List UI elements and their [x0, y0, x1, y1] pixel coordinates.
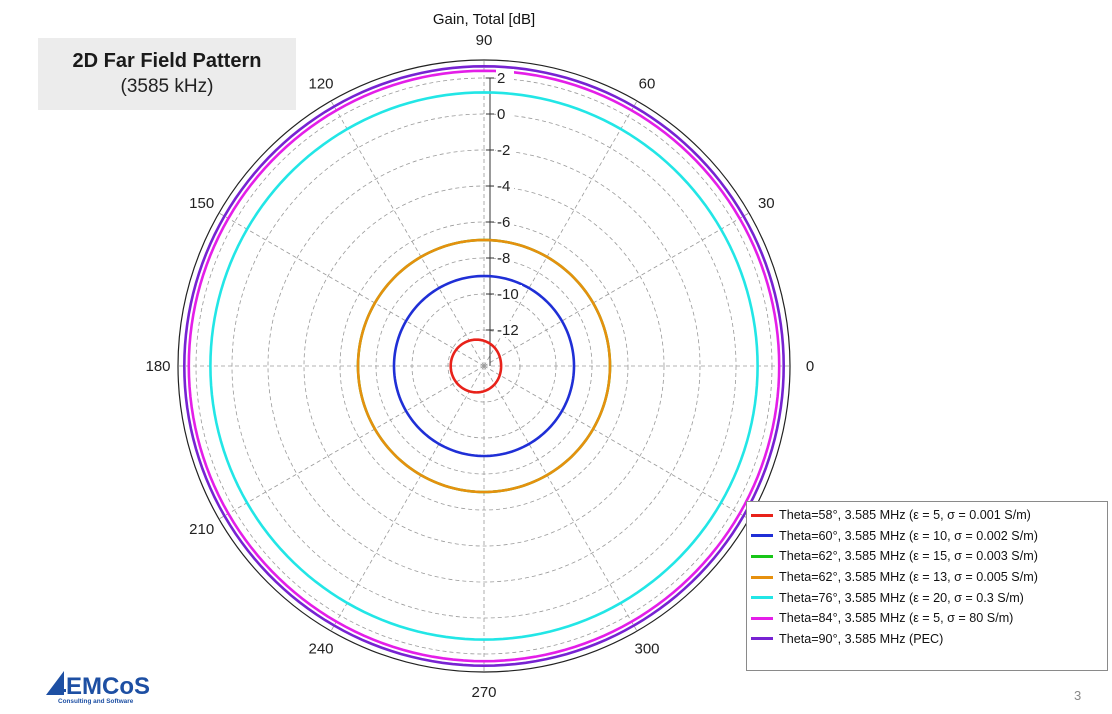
angle-tick-label: 0 — [806, 358, 814, 375]
grid-ring — [339, 221, 629, 511]
grid-spoke — [218, 212, 485, 367]
grid-ring — [303, 185, 665, 547]
radial-tick-label: 2 — [497, 70, 505, 87]
legend-item: Theta=84°, 3.585 MHz (ε = 5, σ = 80 S/m) — [751, 608, 1107, 629]
grid-spoke — [483, 212, 750, 367]
chart-title: Gain, Total [dB] — [433, 11, 535, 28]
logo-tagline: Consulting and Software — [58, 698, 134, 705]
outer-ring — [177, 59, 791, 673]
series-curve — [209, 91, 759, 641]
radial-tick-label: -10 — [497, 286, 519, 303]
legend-swatch — [751, 637, 773, 641]
legend-label: Theta=62°, 3.585 MHz (ε = 13, σ = 0.005 … — [779, 570, 1038, 585]
angle-tick-label: 300 — [634, 640, 659, 657]
legend: Theta=58°, 3.585 MHz (ε = 5, σ = 0.001 S… — [746, 501, 1108, 671]
legend-item: Theta=60°, 3.585 MHz (ε = 10, σ = 0.002 … — [751, 526, 1107, 547]
angle-tick-label: 30 — [758, 195, 775, 212]
series-curve — [392, 274, 576, 458]
angle-tick-label: 90 — [476, 32, 493, 49]
legend-item: Theta=76°, 3.585 MHz (ε = 20, σ = 0.3 S/… — [751, 587, 1107, 608]
legend-swatch — [751, 596, 773, 600]
series-curve — [449, 338, 503, 394]
radial-tick-label: -6 — [497, 214, 510, 231]
slide-title-box: 2D Far Field Pattern (3585 kHz) — [38, 38, 296, 110]
series-layer — [182, 64, 786, 668]
page-number: 3 — [1074, 688, 1082, 703]
grid-spoke — [483, 365, 638, 632]
legend-swatch — [751, 616, 773, 620]
slide-heading: 2D Far Field Pattern — [72, 50, 262, 72]
grid-ring — [267, 149, 701, 583]
legend-item: Theta=58°, 3.585 MHz (ε = 5, σ = 0.001 S… — [751, 505, 1107, 526]
legend-label: Theta=58°, 3.585 MHz (ε = 5, σ = 0.001 S… — [779, 508, 1031, 523]
slide-subheading: (3585 kHz) — [120, 76, 214, 97]
grid-spoke — [330, 365, 485, 632]
angle-tick-label: 180 — [145, 358, 170, 375]
legend-swatch — [751, 513, 773, 517]
logo-text: EMCoS — [66, 673, 150, 700]
angle-tick-label: 60 — [639, 76, 656, 93]
grid-spoke — [218, 365, 485, 520]
legend-label: Theta=84°, 3.585 MHz (ε = 5, σ = 80 S/m) — [779, 611, 1014, 626]
legend-swatch — [751, 575, 773, 579]
legend-label: Theta=62°, 3.585 MHz (ε = 15, σ = 0.003 … — [779, 549, 1038, 564]
legend-label: Theta=90°, 3.585 MHz (PEC) — [779, 631, 944, 646]
radial-tick-label: -2 — [497, 142, 510, 159]
angle-tick-label: 270 — [471, 684, 496, 701]
radial-tick-label: 0 — [497, 106, 505, 123]
polar-grid — [177, 59, 791, 673]
radial-tick-label: -12 — [497, 322, 519, 339]
legend-item: Theta=62°, 3.585 MHz (ε = 15, σ = 0.003 … — [751, 546, 1107, 567]
radial-tick-label: -8 — [497, 250, 510, 267]
legend-item: Theta=90°, 3.585 MHz (PEC) — [751, 629, 1107, 650]
emcos-logo: EMCoS Consulting and Software — [46, 671, 150, 705]
legend-swatch — [751, 534, 773, 538]
series-curve — [182, 64, 786, 668]
angle-tick-label: 240 — [308, 640, 333, 657]
grid-ring — [375, 257, 593, 475]
angle-tick-label: 150 — [189, 195, 214, 212]
legend-label: Theta=60°, 3.585 MHz (ε = 10, σ = 0.002 … — [779, 528, 1038, 543]
grid-ring — [231, 113, 737, 619]
legend-swatch — [751, 554, 773, 558]
grid-ring — [411, 293, 557, 439]
angle-tick-label: 210 — [189, 521, 214, 538]
legend-item: Theta=62°, 3.585 MHz (ε = 13, σ = 0.005 … — [751, 567, 1107, 588]
radial-tick-label: -4 — [497, 178, 510, 195]
angle-tick-label: 120 — [308, 76, 333, 93]
grid-spoke — [483, 365, 750, 520]
series-curve — [187, 69, 781, 663]
tick-labels: 2 0 -2 -4 -6 -8 -10 -12 0 30 60 90 120 150 180 210 240 27… — [145, 32, 814, 701]
legend-label: Theta=76°, 3.585 MHz (ε = 20, σ = 0.3 S/… — [779, 590, 1024, 605]
grid-ring — [195, 77, 773, 655]
series-curve — [356, 238, 612, 494]
grid-ring — [447, 329, 521, 403]
grid-spoke — [330, 100, 485, 367]
